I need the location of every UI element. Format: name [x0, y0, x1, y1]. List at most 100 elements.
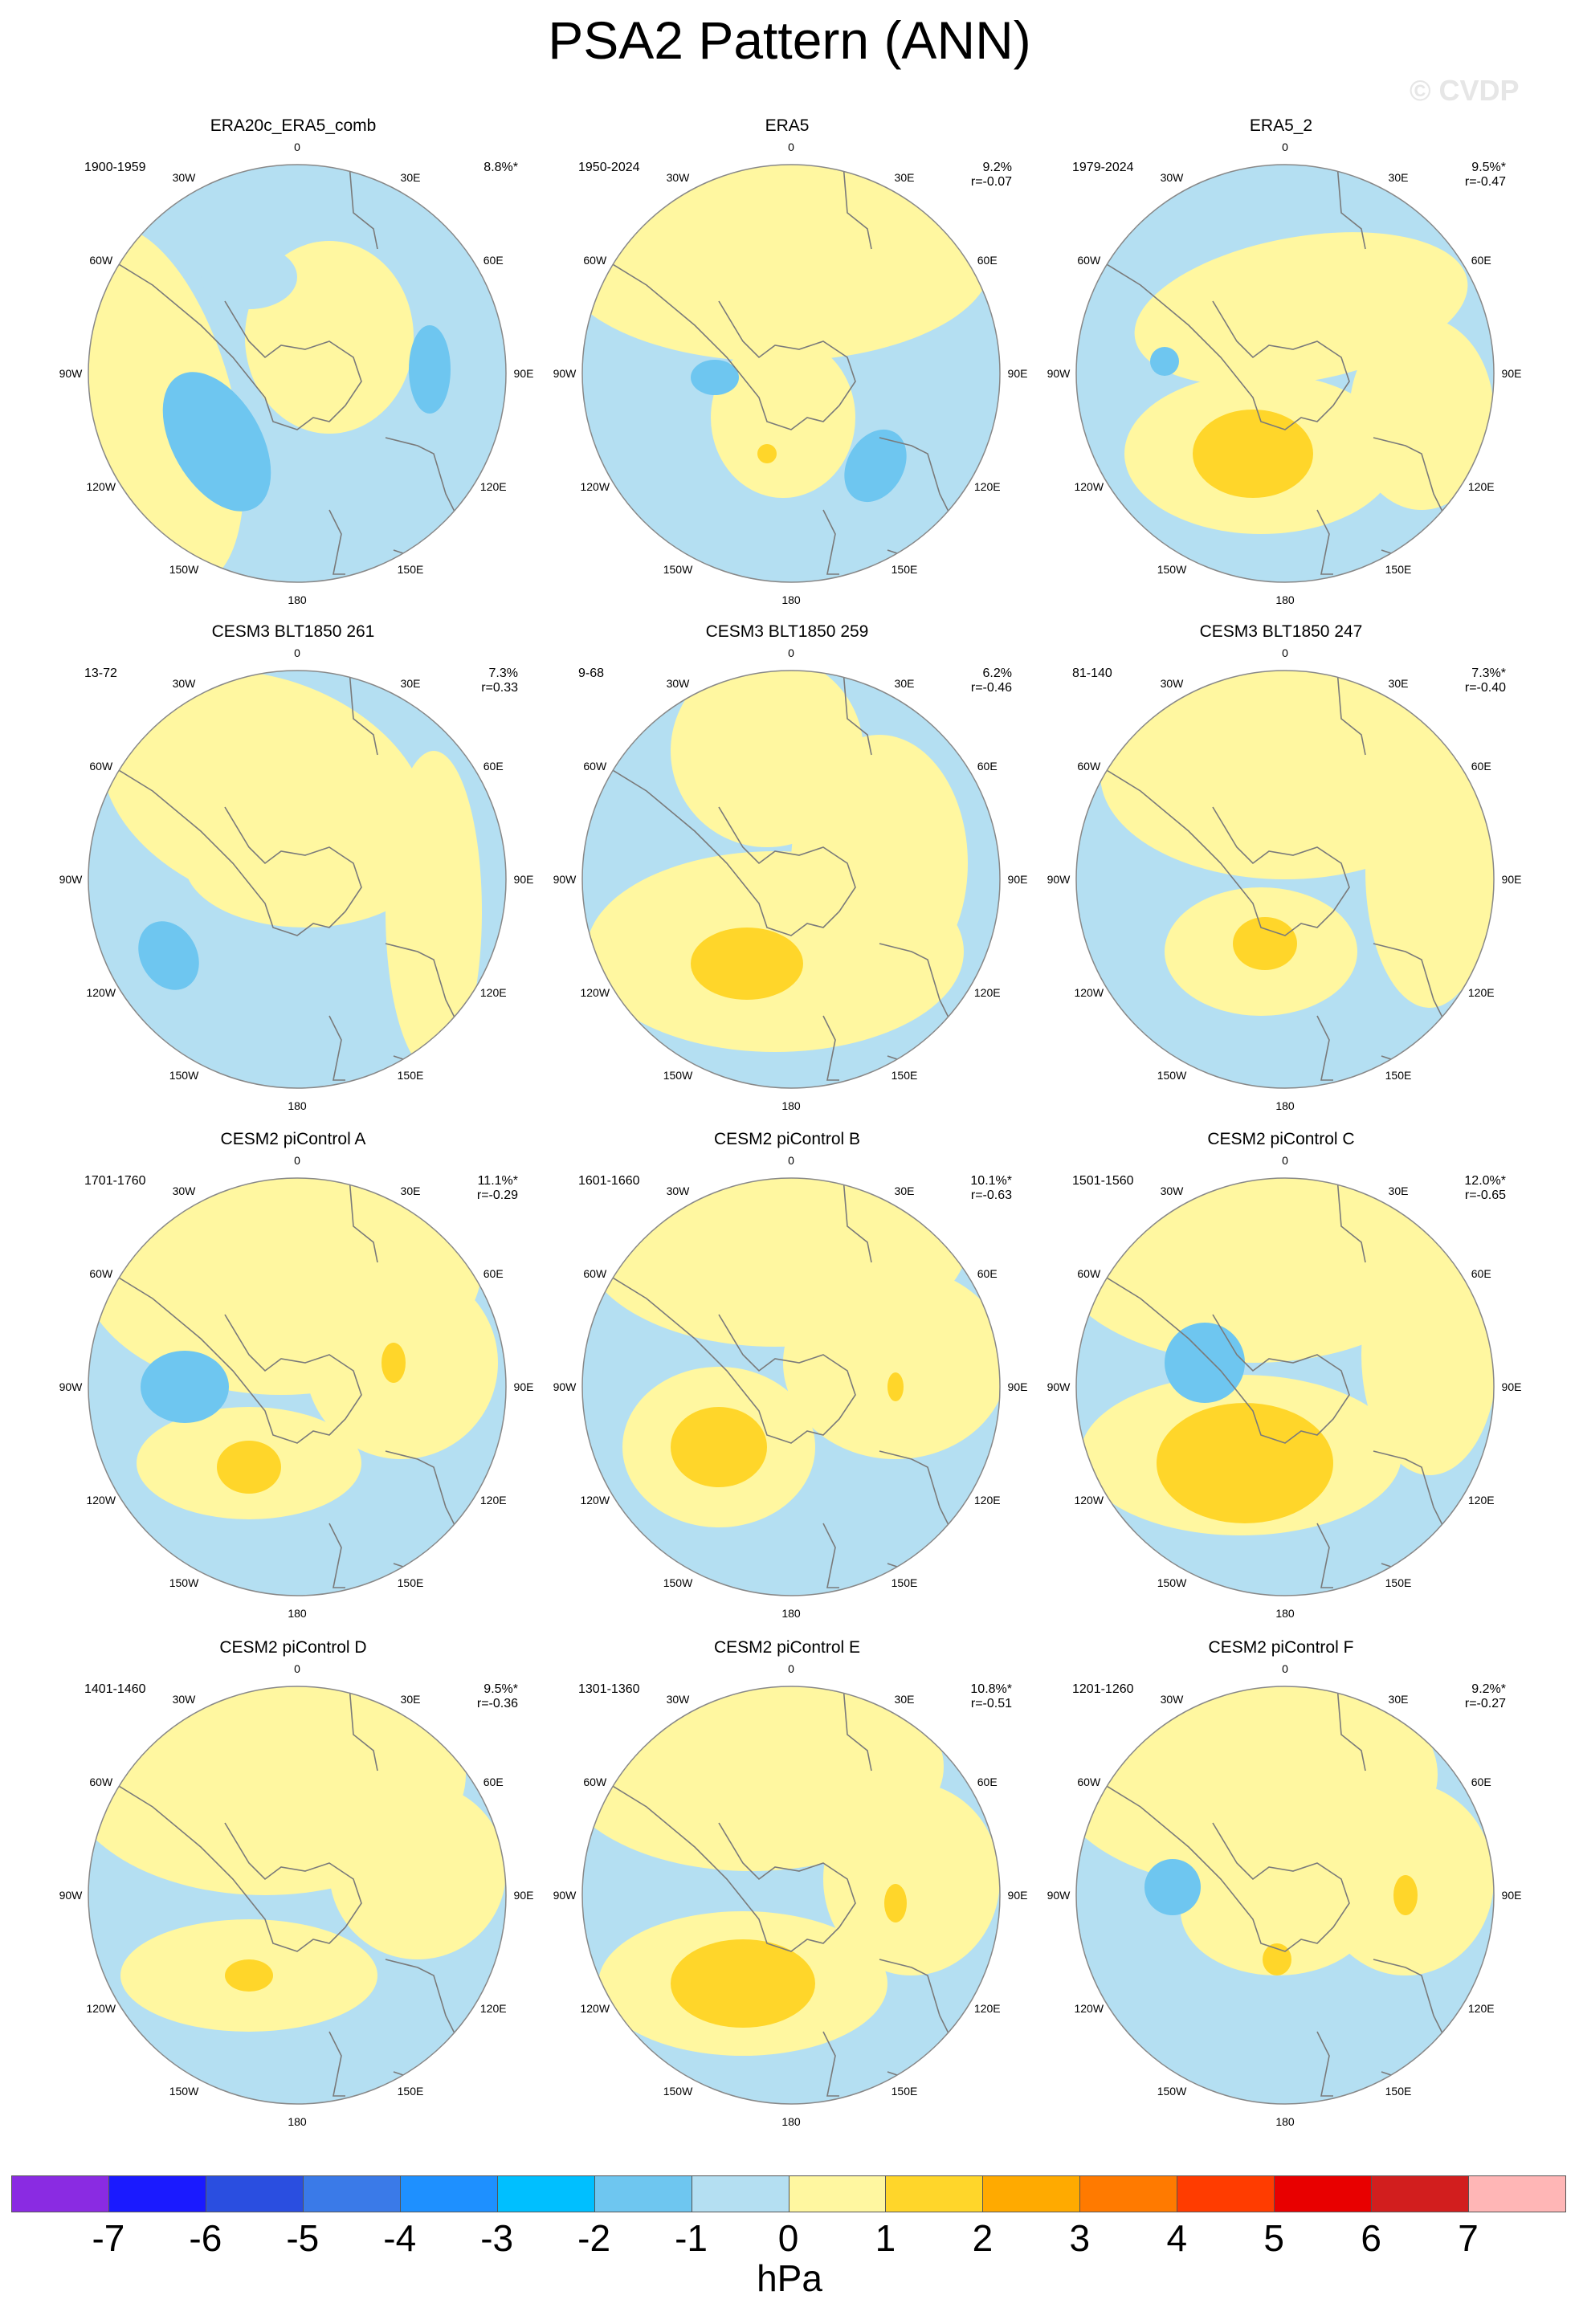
longitude-label: 30E	[400, 1692, 421, 1706]
longitude-label: 150W	[1157, 1069, 1187, 1082]
longitude-label: 60E	[977, 1267, 998, 1280]
colorbar-swatch	[1371, 2175, 1470, 2212]
colorbar	[11, 2175, 1566, 2214]
polar-map	[88, 670, 507, 1089]
coastline	[843, 165, 872, 250]
longitude-label: 60W	[583, 760, 607, 773]
longitude-label: 0	[294, 646, 300, 659]
coastline	[1373, 943, 1446, 1025]
coastline	[822, 1015, 839, 1081]
coastline	[1373, 1959, 1446, 2041]
negative-anomaly-contour	[1165, 1323, 1245, 1403]
panel-title: CESM2 piControl F	[1208, 1638, 1354, 1657]
longitude-label: 60W	[89, 760, 113, 773]
positive-anomaly-contour	[823, 1783, 1000, 1975]
longitude-label: 60W	[89, 1776, 113, 1788]
map-panel: CESM2 piControl E 1301-1360 10.8%* r=-0.51 0…	[530, 1638, 1044, 2152]
coastline	[100, 252, 362, 430]
longitude-label: 120W	[86, 1494, 116, 1507]
page-title: PSA2 Pattern (ANN)	[548, 10, 1031, 70]
longitude-label: 30W	[1160, 1692, 1184, 1706]
longitude-label: 90W	[553, 1380, 577, 1393]
positive-anomaly-contour	[381, 1343, 406, 1383]
coastline	[843, 671, 872, 756]
coastline	[822, 2031, 839, 2097]
longitude-label: 150E	[397, 2085, 424, 2098]
colorbar-tick-label: -3	[480, 2217, 514, 2259]
colorbar-tick-label: -1	[675, 2217, 708, 2259]
longitude-label: 150W	[169, 563, 199, 577]
longitude-label: 90E	[1501, 1889, 1522, 1902]
map-boundary	[88, 670, 507, 1089]
coastline	[1336, 1686, 1366, 1772]
longitude-label: 180	[288, 1099, 307, 1112]
longitude-label: 90W	[1047, 1889, 1071, 1902]
panel-title: CESM2 piControl B	[713, 1130, 861, 1148]
positive-anomaly-contour	[1193, 410, 1313, 498]
negative-anomaly-contour	[691, 360, 739, 395]
longitude-label: 150W	[1157, 563, 1187, 577]
panel-period: 1950-2024	[578, 161, 640, 174]
longitude-label: 150W	[169, 2085, 199, 2098]
panel-period: 81-140	[1072, 667, 1112, 680]
colorbar-units: hPa	[757, 2257, 822, 2299]
positive-anomaly-contour	[711, 337, 855, 498]
coastline	[822, 1523, 839, 1588]
colorbar-swatch	[108, 2175, 206, 2212]
longitude-label: 150W	[663, 1069, 693, 1082]
map-panel: CESM2 piControl A 1701-1760 11.1%* r=-0.29 0…	[36, 1130, 550, 1644]
longitude-label: 30E	[1388, 676, 1409, 690]
longitude-label: 180	[288, 1607, 307, 1620]
longitude-label: 150E	[397, 1576, 424, 1590]
positive-anomaly-contour	[691, 928, 803, 1000]
longitude-label: 180	[781, 1099, 801, 1112]
polar-map	[1075, 164, 1495, 583]
colorbar-swatch	[11, 2175, 109, 2212]
variance-percent: 12.0%*	[1464, 1174, 1506, 1188]
colorbar-swatch	[399, 2175, 498, 2212]
map-panel: ERA5 1950-2024 9.2% r=-0.07 0 30E 60E 90E 120E 15…	[530, 116, 1044, 630]
panel-period: 1301-1360	[578, 1682, 640, 1696]
longitude-label: 180	[1275, 1099, 1295, 1112]
map-panel: ERA5_2 1979-2024 9.5%* r=-0.47 0 30E 60E 90E 120…	[1024, 116, 1538, 630]
colorbar-tick-label: 6	[1361, 2217, 1381, 2259]
coastline	[100, 758, 362, 936]
colorbar-tick-label: -4	[383, 2217, 417, 2259]
coastline	[1316, 2031, 1333, 2097]
map-boundary	[1075, 670, 1495, 1089]
longitude-label: 150E	[397, 563, 424, 577]
map-panel: CESM3 BLT1850 261 13-72 7.3% r=0.33 0 30E 60E 9…	[36, 622, 550, 1136]
coastline	[349, 165, 378, 250]
longitude-label: 0	[294, 141, 300, 153]
longitude-label: 120W	[1074, 2002, 1104, 2015]
coastline	[843, 1178, 872, 1263]
polar-map	[581, 164, 1001, 583]
longitude-label: 30E	[894, 676, 915, 690]
coastline	[349, 671, 378, 756]
longitude-label: 30W	[172, 1692, 196, 1706]
longitude-label: 60W	[89, 1267, 113, 1280]
panel-period: 9-68	[578, 667, 605, 680]
longitude-label: 150W	[1157, 2085, 1187, 2098]
longitude-label: 120E	[479, 986, 507, 999]
positive-anomaly-contour	[1100, 1799, 1197, 1863]
longitude-label: 90E	[513, 1889, 534, 1902]
longitude-label: 150E	[1385, 1576, 1412, 1590]
longitude-label: 90W	[553, 1889, 577, 1902]
panel-stats: 9.5%* r=-0.36	[477, 1682, 518, 1711]
longitude-label: 120E	[973, 1494, 1001, 1507]
longitude-label: 60E	[1471, 1267, 1491, 1280]
longitude-label: 120W	[580, 2002, 610, 2015]
negative-anomaly-contour	[1144, 1859, 1201, 1915]
coastline	[1336, 1178, 1366, 1263]
longitude-label: 120E	[973, 2002, 1001, 2015]
panel-title: CESM2 piControl C	[1207, 1130, 1355, 1148]
colorbar-tick-label: 7	[1458, 2217, 1479, 2259]
panel-period: 1979-2024	[1072, 161, 1134, 174]
panel-title: CESM2 piControl D	[219, 1638, 367, 1657]
longitude-label: 0	[1282, 646, 1288, 659]
coastline	[1316, 1015, 1333, 1081]
longitude-label: 120E	[479, 2002, 507, 2015]
longitude-label: 90W	[1047, 1380, 1071, 1393]
coastline	[843, 1686, 872, 1772]
